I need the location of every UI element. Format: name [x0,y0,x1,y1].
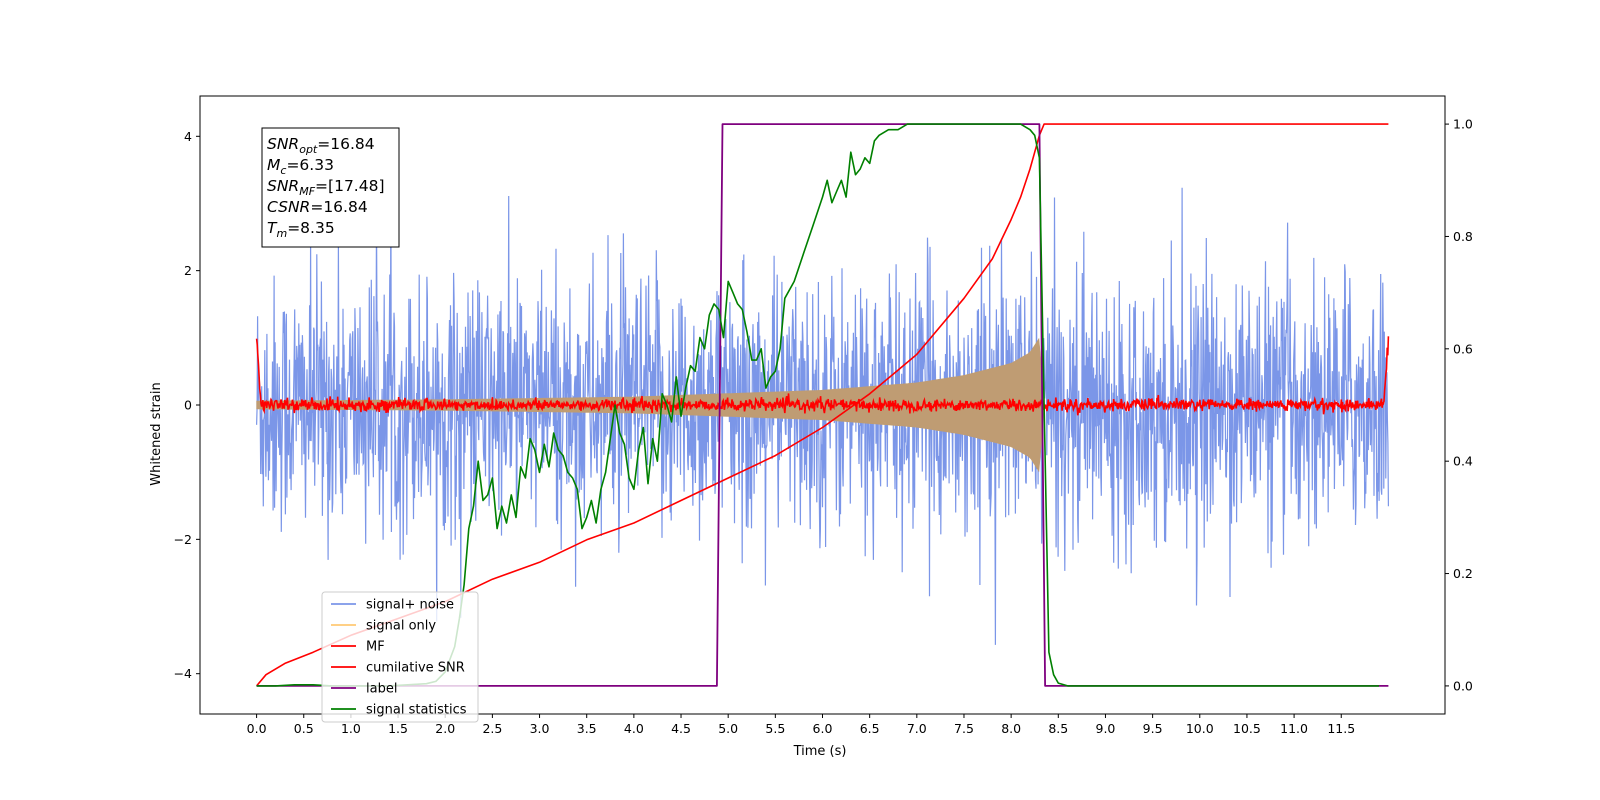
x-tick-label: 3.5 [577,721,597,736]
y2-tick-label: 0.0 [1453,678,1473,693]
y-tick-label: 0 [184,398,192,413]
y-tick-label: −4 [174,666,192,681]
x-tick-label: 4.5 [671,721,691,736]
x-tick-label: 6.0 [813,721,833,736]
legend-label-signal-only: signal only [366,619,436,634]
x-tick-label: 7.5 [954,721,974,736]
x-tick-label: 1.5 [388,721,408,736]
legend-label-signal-statistics: signal statistics [366,703,467,718]
info-box-frame [261,127,400,248]
x-tick-label: 2.5 [482,721,502,736]
y2-tick-label: 0.8 [1453,229,1473,244]
y2-tick-label: 1.0 [1453,117,1473,132]
x-axis-label: Time (s) [793,744,847,759]
y-tick-label: −2 [174,532,192,547]
info-box: SNRopt=16.84Mc=6.33SNRMF=[17.48]CSNR=16.… [261,127,400,248]
info-line: SNRopt=16.84 [267,135,375,156]
x-tick-label: 0.0 [247,721,267,736]
x-tick-label: 10.5 [1233,721,1261,736]
x-tick-label: 10.0 [1186,721,1214,736]
legend-label-label: label [366,682,397,697]
y2-tick-label: 0.6 [1453,341,1473,356]
y-axis-left: −4 −2 0 2 4 [174,129,200,681]
x-tick-label: 0.5 [294,721,314,736]
info-line: CSNR=16.84 [267,198,368,216]
y-tick-label: 4 [184,129,192,144]
y2-tick-label: 0.4 [1453,454,1473,469]
legend: signal+ noise signal only MF cumilative SNR… [321,591,479,723]
x-tick-label: 9.0 [1096,721,1116,736]
info-line: Mc=6.33 [267,156,334,177]
series-signal-statistics-line [256,123,1379,687]
x-tick-label: 11.5 [1327,721,1355,736]
series-mf-line [255,336,1390,416]
x-tick-label: 5.5 [765,721,785,736]
y-axis-right: 0.0 0.2 0.4 0.6 0.8 1.0 [1445,117,1473,693]
x-tick-label: 7.0 [907,721,927,736]
legend-label-signal-noise: signal+ noise [366,598,454,613]
info-line: Tm=8.35 [267,219,335,240]
x-tick-label: 3.0 [530,721,550,736]
x-tick-label: 1.0 [341,721,361,736]
x-axis: 0.0 0.5 1.0 1.5 2.0 2.5 3.0 3.5 4.0 4.5 5.0 5.5 6.0 6… [247,714,1355,736]
x-tick-label: 11.0 [1280,721,1308,736]
y-tick-label: 2 [184,263,192,278]
legend-frame [321,591,479,723]
x-tick-label: 8.5 [1048,721,1068,736]
legend-label-mf: MF [366,640,385,655]
x-tick-label: 2.0 [435,721,455,736]
x-tick-label: 5.0 [718,721,738,736]
x-tick-label: 9.5 [1143,721,1163,736]
legend-label-cumilative-snr: cumilative SNR [366,661,465,676]
x-tick-label: 6.5 [860,721,880,736]
y2-tick-label: 0.2 [1453,566,1473,581]
info-line: SNRMF=[17.48] [267,177,385,198]
x-tick-label: 4.0 [624,721,644,736]
y-axis-label: Whitened strain [149,382,164,485]
x-tick-label: 8.0 [1001,721,1021,736]
